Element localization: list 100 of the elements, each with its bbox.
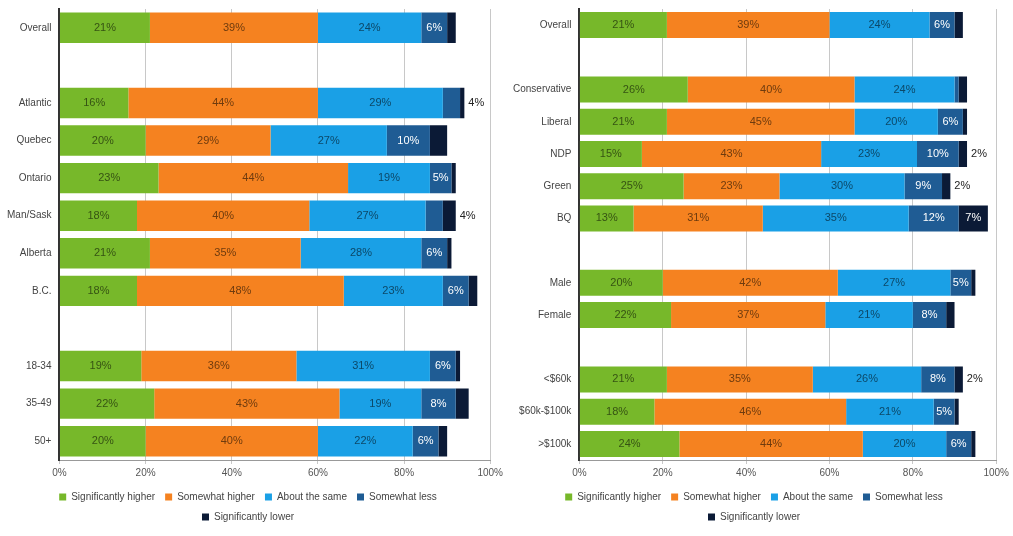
bar bbox=[854, 76, 955, 103]
bar bbox=[958, 140, 968, 167]
data-label: 20% bbox=[893, 436, 916, 449]
data-label: 43% bbox=[720, 147, 743, 159]
data-label: 24% bbox=[893, 82, 916, 95]
y-tick-label: Green bbox=[543, 179, 572, 191]
bar bbox=[908, 205, 959, 232]
data-label: 13% bbox=[595, 211, 618, 224]
y-tick-label: <$60k bbox=[543, 373, 573, 385]
bar bbox=[296, 350, 430, 382]
data-label: 6% bbox=[417, 434, 434, 447]
bar bbox=[137, 200, 310, 231]
bar bbox=[154, 388, 340, 419]
bar bbox=[438, 426, 448, 457]
bar bbox=[59, 350, 142, 382]
data-label: 16% bbox=[83, 95, 106, 108]
bar bbox=[917, 140, 959, 167]
bar bbox=[821, 140, 918, 167]
bar bbox=[145, 125, 271, 156]
bar bbox=[579, 430, 680, 457]
data-label: 26% bbox=[622, 82, 646, 95]
y-tick-label: Conservative bbox=[513, 83, 572, 95]
data-label: 22% bbox=[354, 434, 377, 447]
bar bbox=[762, 205, 909, 232]
bar bbox=[270, 125, 387, 156]
bar bbox=[386, 125, 430, 156]
bar bbox=[141, 350, 297, 382]
y-tick-label: Female bbox=[538, 308, 572, 320]
bar bbox=[579, 302, 672, 329]
bar bbox=[300, 238, 422, 269]
data-label: 6% bbox=[934, 18, 951, 31]
bar bbox=[317, 426, 413, 457]
bar bbox=[149, 238, 301, 269]
data-label: 24% bbox=[868, 18, 891, 31]
data-label: 28% bbox=[349, 246, 373, 259]
data-label: 22% bbox=[96, 396, 119, 409]
bar bbox=[137, 275, 344, 307]
legend-label: About the same bbox=[782, 490, 854, 502]
data-label: 24% bbox=[618, 436, 641, 449]
legend-label: Somewhat less bbox=[875, 490, 943, 502]
data-label: 6% bbox=[942, 114, 959, 127]
data-label: 21% bbox=[612, 372, 635, 385]
bar bbox=[429, 125, 448, 156]
data-label: 8% bbox=[929, 372, 947, 385]
bar bbox=[421, 388, 456, 419]
bar bbox=[579, 140, 642, 167]
data-label: 23% bbox=[720, 179, 743, 192]
data-label: 23% bbox=[98, 171, 121, 184]
data-label: 21% bbox=[858, 308, 881, 321]
legend-label: Significantly lower bbox=[719, 510, 801, 522]
bar bbox=[149, 12, 318, 43]
bar bbox=[942, 173, 951, 200]
bar bbox=[455, 388, 469, 419]
bar bbox=[59, 200, 137, 231]
bar bbox=[962, 108, 968, 135]
y-tick-label: Alberta bbox=[19, 247, 52, 259]
bar bbox=[971, 430, 976, 457]
bar bbox=[641, 140, 822, 167]
data-label: 2% bbox=[971, 147, 988, 159]
data-label: 29% bbox=[369, 95, 392, 108]
data-label: 6% bbox=[434, 359, 451, 372]
x-tick-label: 80% bbox=[394, 466, 415, 478]
bar bbox=[579, 76, 688, 103]
bar bbox=[317, 12, 422, 43]
data-label: 5% bbox=[936, 404, 953, 417]
bar bbox=[654, 398, 847, 425]
bar bbox=[59, 87, 129, 119]
data-label: 40% bbox=[760, 82, 783, 95]
y-tick-label: B.C. bbox=[32, 284, 52, 296]
data-label: 21% bbox=[93, 20, 117, 33]
data-label: 4% bbox=[459, 208, 476, 221]
data-label: 44% bbox=[242, 171, 265, 184]
bar bbox=[958, 76, 968, 103]
data-label: 18% bbox=[87, 283, 110, 296]
y-tick-label: Atlantic bbox=[18, 96, 52, 108]
bar bbox=[59, 388, 155, 419]
x-tick-label: 100% bbox=[477, 466, 504, 478]
x-tick-label: 40% bbox=[736, 466, 757, 478]
data-label: 36% bbox=[207, 359, 231, 372]
bar bbox=[158, 162, 349, 194]
legend-label: Significantly higher bbox=[71, 490, 156, 502]
bar bbox=[779, 173, 905, 200]
data-label: 6% bbox=[426, 246, 443, 259]
data-label: 5% bbox=[432, 171, 449, 184]
bar bbox=[317, 87, 443, 119]
data-label: 26% bbox=[855, 372, 879, 385]
x-tick-label: 0% bbox=[572, 466, 587, 478]
legend-label: Somewhat higher bbox=[683, 490, 762, 502]
bar bbox=[683, 173, 780, 200]
bar bbox=[971, 269, 976, 296]
y-tick-label: Man/Sask bbox=[6, 209, 53, 221]
data-label: 2% bbox=[954, 179, 971, 192]
bar bbox=[837, 269, 951, 296]
bar bbox=[579, 173, 684, 200]
data-label: 31% bbox=[687, 211, 710, 224]
bar bbox=[633, 205, 763, 232]
data-label: 39% bbox=[737, 18, 760, 31]
bar bbox=[954, 366, 963, 393]
bar bbox=[309, 200, 426, 231]
bar bbox=[579, 108, 667, 135]
